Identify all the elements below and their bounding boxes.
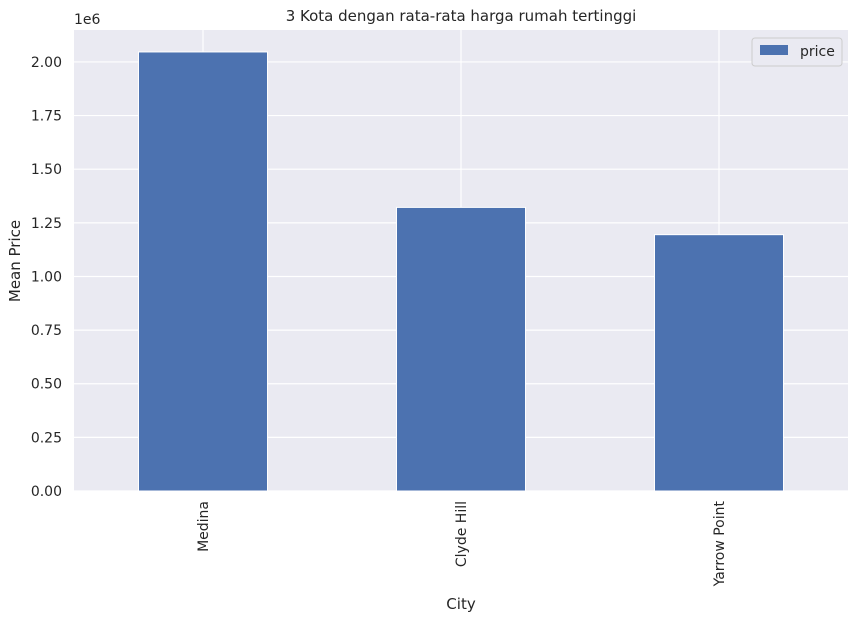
- y-tick-label: 0.50: [31, 377, 62, 393]
- y-tick-labels: 0.00 0.25 0.50 0.75 1.00 1.25 1.50 1.75 2.00: [31, 55, 62, 500]
- y-tick-label: 0.00: [31, 484, 62, 500]
- y-tick-label: 1.00: [31, 269, 62, 285]
- bar-yarrow-point: [654, 234, 784, 492]
- y-tick-label: 0.25: [31, 430, 62, 446]
- legend-swatch-price: [760, 45, 788, 55]
- x-tick-label: Medina: [196, 501, 212, 552]
- bars: [138, 51, 784, 492]
- y-tick-label: 1.25: [31, 216, 62, 232]
- legend: price: [751, 37, 843, 67]
- legend-label-price: price: [800, 44, 835, 60]
- x-axis-label: City: [446, 595, 476, 613]
- y-tick-label: 1.75: [31, 109, 62, 125]
- y-tick-label: 2.00: [31, 55, 62, 71]
- y-axis-label: Mean Price: [6, 220, 24, 302]
- y-tick-label: 0.75: [31, 323, 62, 339]
- y-tick-label: 1.50: [31, 162, 62, 178]
- x-tick-labels: Medina Clyde Hill Yarrow Point: [196, 500, 728, 587]
- bar-clyde-hill: [396, 206, 526, 492]
- y-axis-offset-text: 1e6: [74, 12, 101, 28]
- x-tick-label: Yarrow Point: [712, 500, 728, 587]
- bar-medina: [138, 51, 268, 492]
- chart-title: 3 Kota dengan rata-rata harga rumah tert…: [286, 7, 637, 25]
- x-tick-label: Clyde Hill: [454, 501, 470, 567]
